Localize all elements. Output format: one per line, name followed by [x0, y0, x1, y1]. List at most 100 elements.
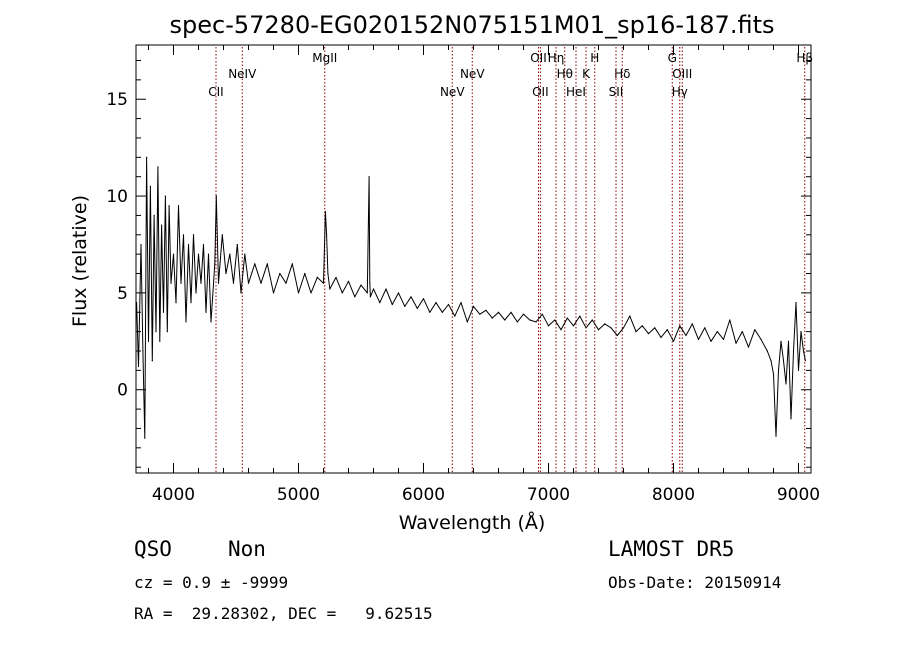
data-point-37 — [217, 282, 220, 284]
data-point-140 — [782, 360, 785, 362]
data-point-43 — [240, 292, 242, 294]
data-point-24 — [185, 321, 187, 323]
data-point-91 — [497, 311, 500, 313]
chart-title: spec-57280-EG020152N075151M01_sp16-187.f… — [170, 11, 775, 39]
data-point-25 — [187, 243, 190, 246]
data-point-127 — [722, 338, 725, 340]
data-point-28 — [195, 292, 197, 294]
marker-label-2: MgII — [312, 51, 337, 65]
data-point-102 — [566, 317, 568, 319]
data-point-66 — [360, 284, 362, 286]
marker-label-9: HeI — [566, 85, 586, 99]
axis-ticks: 4000 5000 6000 7000 8000 9000 0 5 10 15 — [106, 45, 820, 505]
data-point-9 — [153, 214, 155, 216]
marker-label-1: NeIV — [228, 67, 257, 81]
data-point-74 — [391, 303, 393, 306]
data-point-68 — [368, 176, 370, 178]
data-point-96 — [529, 319, 531, 321]
x-tick-label-1: 5000 — [277, 485, 320, 505]
data-point-138 — [777, 369, 780, 371]
x-axis-label: Wavelength (Å) — [399, 511, 546, 534]
data-point-142 — [787, 340, 790, 342]
data-point-6 — [147, 340, 150, 342]
data-point-99 — [547, 325, 550, 327]
data-point-65 — [354, 296, 356, 298]
data-point-64 — [347, 280, 350, 282]
data-point-44 — [244, 253, 246, 255]
marker-label-7: Hη — [548, 51, 565, 65]
data-point-119 — [672, 340, 675, 342]
data-point-27 — [192, 234, 195, 236]
data-point-77 — [410, 296, 412, 298]
data-point-46 — [254, 263, 256, 265]
data-point-61 — [329, 288, 331, 290]
data-point-115 — [647, 333, 650, 335]
data-point-93 — [510, 311, 512, 313]
data-point-33 — [207, 253, 210, 255]
obs-date: Obs-Date: 20150914 — [608, 573, 782, 592]
data-point-90 — [491, 317, 493, 319]
data-point-79 — [422, 298, 425, 300]
data-point-36 — [215, 195, 217, 197]
marker-label-17: Hβ — [796, 51, 813, 65]
data-point-14 — [162, 311, 165, 313]
data-point-57 — [322, 282, 325, 284]
data-point-38 — [221, 234, 223, 236]
data-point-118 — [666, 329, 668, 331]
data-point-106 — [591, 319, 593, 321]
data-point-135 — [770, 360, 772, 362]
ra-dec: RA = 29.28302, DEC = 9.62515 — [134, 604, 433, 623]
data-point-20 — [175, 302, 177, 304]
data-point-59 — [326, 234, 328, 236]
marker-label-15: OIII — [672, 67, 692, 81]
data-point-47 — [260, 282, 262, 284]
marker-label-13: SII — [609, 85, 624, 99]
data-point-29 — [197, 253, 200, 255]
marker-label-10: K — [582, 67, 591, 81]
data-point-110 — [616, 334, 618, 337]
object-class: QSO — [134, 537, 172, 561]
data-point-13 — [161, 224, 163, 226]
data-point-84 — [454, 315, 456, 317]
data-point-26 — [190, 302, 192, 304]
data-point-71 — [372, 288, 375, 290]
data-point-53 — [297, 292, 300, 294]
data-point-117 — [660, 336, 662, 338]
data-point-30 — [200, 282, 202, 284]
y-axis-label: Flux (relative) — [69, 195, 91, 327]
data-point-72 — [379, 302, 381, 304]
data-point-32 — [205, 311, 207, 313]
data-point-3 — [142, 350, 144, 352]
data-point-88 — [479, 313, 481, 315]
marker-label-4: NeV — [460, 67, 485, 81]
data-point-111 — [622, 327, 625, 329]
data-point-148 — [802, 350, 805, 352]
data-point-48 — [266, 263, 268, 265]
x-tick-label-3: 7000 — [527, 485, 570, 505]
data-point-114 — [641, 325, 643, 327]
marker-label-0: CII — [208, 85, 223, 99]
data-point-39 — [225, 272, 227, 275]
data-point-131 — [747, 346, 750, 348]
data-point-31 — [202, 243, 205, 246]
data-point-70 — [369, 296, 371, 298]
survey-name: LAMOST DR5 — [608, 537, 735, 561]
data-point-134 — [766, 350, 768, 352]
data-point-82 — [441, 311, 443, 313]
data-point-50 — [279, 272, 281, 275]
spectrum-series-0 — [136, 156, 806, 439]
data-point-132 — [754, 329, 756, 331]
data-point-109 — [610, 327, 612, 329]
data-point-87 — [472, 305, 475, 307]
data-point-12 — [159, 340, 161, 342]
data-point-78 — [416, 307, 418, 309]
data-point-146 — [797, 369, 800, 371]
x-tick-label-4: 8000 — [652, 485, 695, 505]
data-point-23 — [182, 234, 185, 236]
data-point-113 — [635, 331, 637, 333]
data-point-7 — [149, 185, 151, 187]
data-point-42 — [236, 243, 238, 246]
data-point-63 — [341, 292, 343, 294]
data-point-69 — [369, 282, 371, 284]
